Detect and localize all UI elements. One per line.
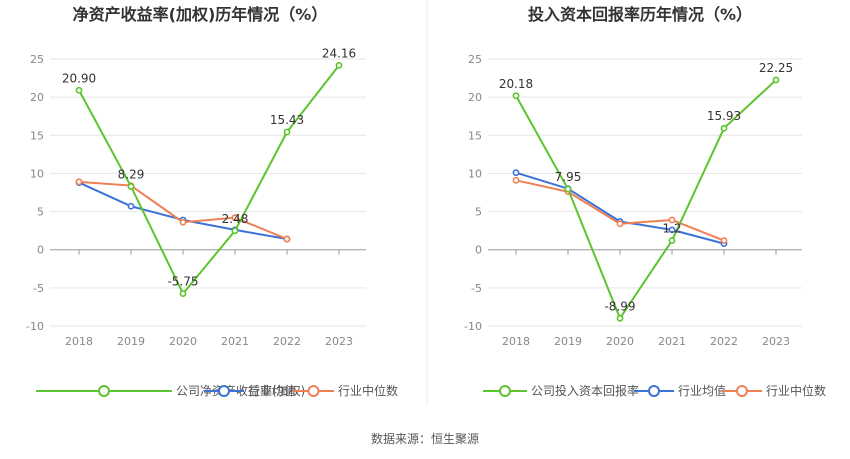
data-point[interactable] [179, 218, 187, 226]
data-point[interactable] [772, 76, 780, 84]
data-point[interactable] [512, 92, 520, 100]
data-label: 22.25 [759, 61, 793, 75]
data-point[interactable] [720, 124, 728, 132]
x-tick-label: 2018 [65, 335, 93, 348]
legend-marker [307, 385, 320, 397]
y-tick-label: 25 [30, 53, 44, 66]
data-label: -5.75 [167, 275, 198, 289]
x-tick-label: 2021 [658, 335, 686, 348]
x-tick-label: 2018 [502, 335, 530, 348]
data-point[interactable] [283, 235, 291, 243]
legend-marker [218, 385, 230, 397]
data-point[interactable] [616, 220, 624, 228]
data-point[interactable] [75, 178, 83, 186]
x-tick-label: 2021 [221, 335, 249, 348]
data-source: 数据来源：恒生聚源 [371, 431, 479, 446]
series-line [515, 179, 725, 242]
x-tick-label: 2023 [762, 335, 790, 348]
y-tick-label: 20 [468, 91, 482, 104]
y-tick-label: 25 [468, 53, 482, 66]
y-tick-label: 15 [468, 129, 482, 142]
data-label: 1.2 [662, 222, 681, 236]
x-tick-label: 2023 [325, 335, 353, 348]
data-label: 20.90 [62, 71, 96, 85]
series-line [515, 171, 725, 245]
data-point[interactable] [127, 183, 135, 190]
y-tick-label: 0 [37, 244, 44, 257]
x-tick-label: 2022 [710, 335, 738, 348]
chart-title: 净资产收益率(加权)历年情况（%） [73, 5, 328, 24]
legend-marker [648, 385, 660, 397]
series-line [515, 79, 777, 320]
y-tick-label: 5 [475, 206, 482, 219]
chart-title: 投入资本回报率历年情况（%） [528, 5, 752, 24]
legend-marker [98, 385, 110, 397]
x-tick-label: 2022 [273, 335, 301, 348]
y-tick-label: 10 [468, 167, 482, 180]
data-label: 8.29 [118, 167, 145, 181]
data-label: 15.43 [270, 113, 304, 127]
legend-label[interactable]: 行业均值 [248, 383, 296, 398]
data-point[interactable] [720, 237, 728, 244]
y-tick-label: -5 [33, 282, 44, 295]
data-point[interactable] [231, 227, 239, 235]
legend-label[interactable]: 行业中位数 [766, 383, 826, 398]
data-point[interactable] [127, 202, 135, 210]
data-point[interactable] [668, 226, 676, 234]
data-label: 7.95 [555, 170, 582, 184]
x-tick-label: 2020 [606, 335, 634, 348]
y-tick-label: -10 [26, 320, 44, 333]
data-point[interactable] [512, 169, 520, 177]
y-tick-label: 15 [30, 129, 44, 142]
chart-roe: 净资产收益率(加权)历年情况（%） 25 20 15 10 5 0 -5 -10 2018 201… [26, 5, 398, 398]
chart-roic: 投入资本回报率历年情况（%） 25 20 15 10 5 0 -5 -10 2018 2019 20… [464, 5, 826, 398]
legend-marker [499, 385, 511, 397]
y-tick-label: 10 [30, 167, 44, 180]
data-point[interactable] [616, 314, 624, 322]
data-label: 24.16 [322, 46, 356, 60]
legend-marker [736, 385, 748, 397]
data-point[interactable] [564, 185, 572, 193]
y-tick-label: 5 [37, 206, 44, 219]
y-tick-label: -10 [464, 320, 482, 333]
data-label: -8.99 [604, 299, 635, 313]
y-tick-label: -5 [471, 282, 482, 295]
y-tick-label: 20 [30, 91, 44, 104]
data-point[interactable] [668, 216, 676, 224]
legend-label[interactable]: 公司投入资本回报率 [531, 383, 639, 398]
data-point[interactable] [335, 62, 343, 69]
data-point[interactable] [668, 237, 676, 244]
x-tick-label: 2020 [169, 335, 197, 348]
data-point[interactable] [231, 214, 239, 222]
legend-label[interactable]: 行业均值 [678, 383, 726, 398]
data-label: 20.18 [499, 77, 533, 91]
data-point[interactable] [75, 86, 83, 94]
data-point[interactable] [512, 176, 520, 184]
x-tick-label: 2019 [554, 335, 582, 348]
x-tick-label: 2019 [117, 335, 145, 348]
y-tick-label: 0 [475, 244, 482, 257]
data-label: 15.93 [707, 109, 741, 123]
series-line [78, 64, 340, 295]
data-point[interactable] [283, 128, 291, 136]
data-point[interactable] [179, 290, 187, 297]
data-label: 2.48 [222, 212, 249, 226]
legend-label[interactable]: 行业中位数 [338, 383, 398, 398]
